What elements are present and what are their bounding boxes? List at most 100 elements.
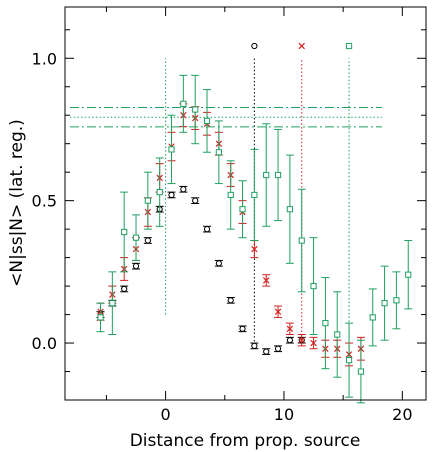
data-point-s-0: [96, 302, 105, 333]
data-point-s-17: [297, 188, 306, 293]
data-point-s-13: [250, 148, 259, 242]
data-point-s-18: [309, 237, 318, 335]
square-marker: [405, 271, 412, 278]
data-point-s-10: [214, 120, 223, 185]
circle-marker: [251, 342, 258, 349]
cross-marker-b: [251, 245, 258, 253]
legend-square-marker: [345, 42, 353, 50]
circle-marker: [180, 186, 187, 193]
data-point-o-8: [191, 197, 200, 204]
square-marker: [298, 237, 305, 244]
data-point-s-15: [274, 128, 283, 222]
square-marker: [334, 331, 341, 338]
square-marker: [144, 197, 151, 204]
circle-marker: [239, 325, 246, 332]
data-point-o-10: [214, 259, 223, 267]
data-point-x-15: [274, 305, 283, 318]
x-tick-label: 10: [274, 405, 294, 424]
data-point-s-25: [392, 271, 401, 330]
data-point-s-7: [179, 74, 188, 133]
square-marker: [168, 146, 175, 153]
cross-marker-b: [274, 308, 282, 315]
cross-marker-b: [310, 339, 317, 347]
circle-marker: [215, 260, 222, 267]
x-tick-label: 20: [392, 405, 412, 424]
data-point-o-16: [285, 336, 294, 344]
data-point-o-13: [250, 342, 259, 350]
data-point-s-5: [155, 157, 164, 227]
data-point-x-17: [297, 334, 306, 347]
data-point-x-16: [285, 322, 294, 335]
square-marker: [227, 191, 234, 199]
data-point-s-9: [203, 89, 212, 153]
circle-marker: [144, 237, 151, 244]
y-tick-label: 0.5: [32, 192, 57, 211]
data-point-o-11: [226, 296, 235, 304]
cross-marker-b: [286, 325, 294, 333]
data-point-o-6: [167, 191, 176, 199]
marker-legend: [251, 42, 353, 50]
circle-marker: [227, 297, 234, 304]
data-point-s-21: [345, 322, 354, 398]
x-tick-label: 0: [161, 405, 171, 424]
data-point-s-26: [404, 240, 413, 310]
data-point-s-23: [368, 288, 377, 347]
square-marker: [263, 171, 270, 179]
horizontal-bands: [70, 107, 382, 128]
square-marker: [393, 297, 400, 304]
data-point-s-2: [120, 191, 129, 273]
data-point-s-19: [321, 277, 330, 370]
data-point-s-11: [226, 160, 235, 230]
square-marker: [274, 171, 282, 179]
square-marker: [322, 320, 329, 327]
square-marker: [251, 191, 258, 199]
cross-marker-b: [298, 336, 305, 344]
legend-circle-marker: [251, 42, 258, 50]
data-point-x-18: [309, 336, 318, 350]
square-marker: [109, 300, 116, 307]
square-marker: [180, 100, 187, 107]
data-point-o-15: [274, 345, 283, 353]
data-point-o-3: [132, 262, 141, 270]
data-point-o-12: [238, 325, 247, 333]
y-axis-label: <N|ss|N> (lat. reg.): [7, 119, 27, 287]
square-marker: [156, 189, 163, 196]
data-point-s-22: [356, 339, 365, 404]
data-point-s-14: [262, 123, 271, 227]
data-point-o-9: [203, 225, 212, 233]
square-marker: [381, 300, 388, 307]
y-axis: 0.0 0.5 1.0: [32, 29, 426, 401]
square-marker: [310, 282, 317, 290]
data-point-s-3: [132, 214, 141, 261]
circle-marker: [286, 337, 293, 344]
y-tick-label: 1.0: [32, 49, 57, 68]
data-point-s-24: [380, 265, 389, 341]
circle-marker: [132, 263, 140, 270]
data-point-s-8: [191, 74, 200, 145]
square-marker: [97, 314, 104, 321]
data-point-s-12: [238, 180, 247, 239]
data-point-s-1: [108, 271, 117, 335]
circle-marker: [168, 191, 175, 199]
cross-marker-b: [262, 277, 270, 284]
square-marker: [203, 117, 211, 125]
plot-frame: [64, 6, 427, 401]
data-point-o-2: [120, 285, 129, 293]
data-point-s-16: [285, 154, 294, 264]
y-tick-label: 0.0: [32, 334, 57, 353]
square-marker: [369, 314, 376, 321]
square-marker: [345, 357, 353, 364]
circle-marker: [203, 226, 211, 233]
square-marker: [239, 206, 246, 213]
data-points: [96, 74, 413, 404]
legend-cross-marker-b: [298, 42, 305, 50]
square-marker: [357, 368, 365, 375]
data-point-o-4: [143, 237, 152, 244]
circle-marker: [121, 285, 128, 293]
data-point-x-13: [250, 240, 259, 259]
data-point-s-20: [333, 291, 342, 378]
square-marker: [192, 106, 199, 113]
data-point-o-7: [179, 185, 188, 193]
circle-marker: [274, 345, 282, 352]
